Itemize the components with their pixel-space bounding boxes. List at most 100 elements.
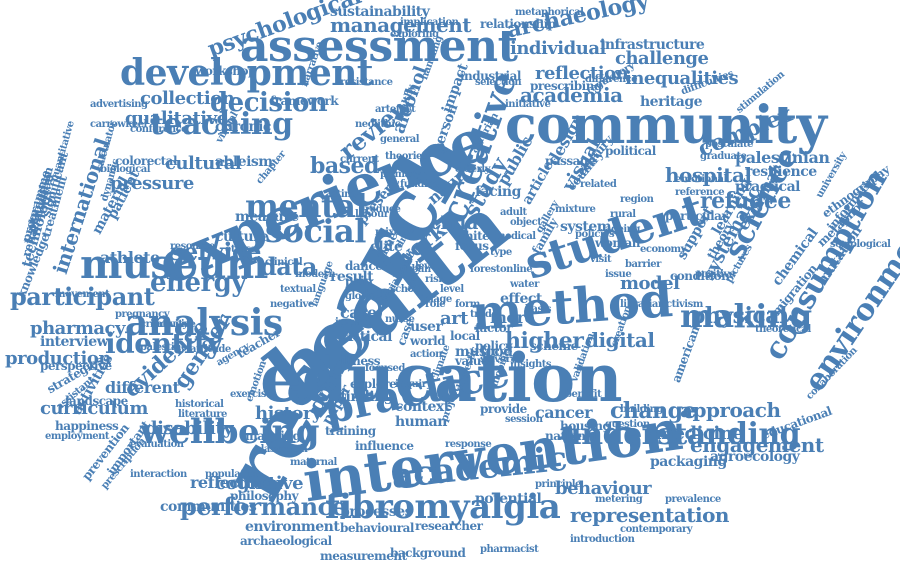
word-casting: casting [320, 189, 358, 200]
word-historical: historical [175, 399, 224, 410]
word-selection: selection [475, 77, 522, 88]
word-effect: effect [500, 291, 542, 307]
word-philosophy: philosophy [230, 489, 299, 503]
word-type: type [490, 247, 512, 258]
word-region: region [620, 194, 654, 205]
word-implication: implication [400, 17, 459, 28]
word-music: music [455, 344, 500, 360]
word-introduction: introduction [570, 534, 635, 545]
word-pharmacist: pharmacist [480, 544, 539, 555]
word-pressure: pressure [110, 173, 194, 194]
word-classroom: classroom [255, 444, 308, 455]
word-question: question [605, 419, 650, 430]
word-production: production [5, 348, 111, 369]
word-woman: woman [595, 236, 641, 250]
word-care: care [340, 303, 377, 322]
word-human: human [395, 414, 447, 430]
word-attitude: attitude [190, 344, 231, 355]
word-policy: policy [475, 339, 512, 353]
word-action: action [410, 349, 442, 360]
word-artefact: artefact [375, 104, 416, 115]
word-building: building [620, 404, 663, 415]
word-reduce: reduce [365, 204, 401, 215]
word-palestine: palestine [140, 342, 187, 353]
word-different: different [105, 378, 180, 397]
word-elderly: elderly [455, 164, 490, 175]
word-maternal: maternal [290, 457, 337, 468]
word-colorectal: colorectal [115, 154, 178, 168]
word-ableism: ableism [215, 154, 273, 170]
word-engagement: engagement [690, 433, 824, 457]
word-rural: rural [610, 209, 636, 220]
word-mental: mental [245, 187, 368, 225]
word-adult: adult [500, 207, 527, 218]
word-framework: framework [270, 94, 339, 108]
word-movement: movement [55, 289, 110, 300]
word-workshop: workshop [195, 64, 256, 78]
word-energy: energy [150, 268, 246, 298]
word-academia: academia [520, 83, 623, 107]
word-reflection: reflection [535, 63, 629, 84]
word-illness: illness [340, 354, 381, 368]
word-contemporary: contemporary [620, 524, 693, 535]
word-community: community [505, 95, 827, 156]
word-scheme: scheme [530, 339, 578, 353]
word-development: development [120, 52, 374, 94]
word-graduate: graduate [700, 151, 747, 162]
word-insights: insights [510, 359, 552, 370]
word-influence: influence [355, 439, 414, 453]
word-dance: dance [345, 259, 383, 273]
word-particular: particular [665, 209, 728, 223]
word-background: background [390, 546, 466, 560]
word-theories: theories [385, 151, 427, 162]
word-curriculum: curriculum [40, 398, 148, 419]
word-pain: pain [345, 274, 373, 288]
word-world: world [410, 334, 446, 348]
word-identity: identity [105, 327, 223, 360]
word-management: management [330, 13, 472, 37]
word-textual: textual [280, 284, 316, 295]
word-global: global [345, 291, 377, 302]
word-sustainability: sustainability [330, 4, 430, 20]
word-inquiry: inquiry [395, 379, 432, 390]
word-measure: measure [235, 209, 299, 225]
word-higher: higher [505, 328, 584, 354]
word-basis: basis [525, 304, 552, 315]
word-inclusive: inclusive [150, 319, 196, 330]
word-medicine: medicine [655, 423, 744, 444]
word-model: model [620, 273, 680, 294]
word-archaeological: archaeological [240, 534, 332, 548]
word-context: context [395, 399, 450, 415]
word-trade: trade [470, 309, 498, 320]
word-local: local [450, 329, 480, 343]
word-making: making [680, 297, 812, 335]
word-physical: physical [690, 303, 787, 329]
word-population: population [205, 469, 261, 480]
word-object: object [510, 217, 542, 228]
word-education: education [260, 339, 623, 417]
word-difference: difference [585, 74, 638, 85]
word-analysis: analysis [125, 302, 283, 344]
word-role: role [425, 299, 446, 310]
word-response: response [445, 439, 492, 450]
word-passage: passage [545, 154, 595, 168]
word-literature: literature [178, 409, 227, 420]
word-teaching: teaching [150, 107, 293, 142]
word-level: level [415, 261, 439, 272]
word-sociological: sociological [830, 239, 891, 250]
word-cognitive: cognitive [215, 473, 304, 494]
word-school: school [390, 284, 424, 295]
word-culture: culture [215, 229, 269, 245]
word-interview: interview [40, 334, 109, 350]
word-industrial: industrial [460, 69, 521, 83]
word-mixed: mixed [375, 227, 407, 238]
word-labour: labour [355, 209, 389, 220]
word-positive: positive [695, 269, 735, 280]
word-nurse: nurse [385, 314, 415, 325]
word-mixture: mixture [555, 204, 596, 215]
word-practical: practical [735, 179, 800, 195]
word-qualitative: qualitative [125, 108, 228, 129]
word-individual: individual [510, 38, 606, 59]
word-funding: funding [400, 179, 441, 190]
